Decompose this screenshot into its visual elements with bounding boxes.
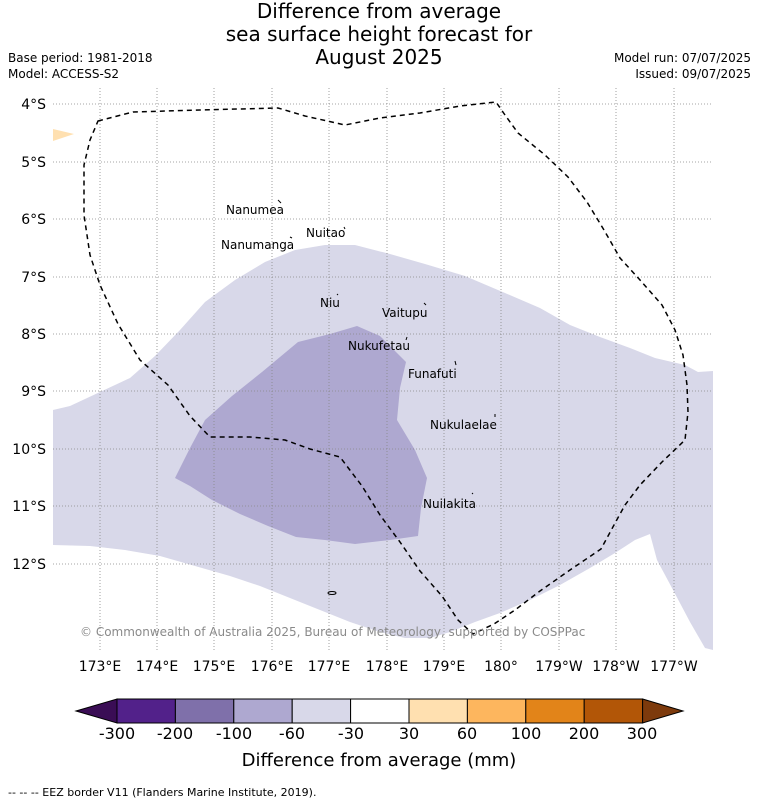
colorbar-tick: 100 <box>510 724 542 743</box>
lat-label: 10°S <box>12 442 46 458</box>
place-label-nukufetau: Nukufetau <box>348 339 410 353</box>
colorbar-bin <box>350 698 410 724</box>
island-marks <box>277 199 496 495</box>
colorbar-over-arrow <box>642 698 685 724</box>
anomaly-region-orange <box>53 129 74 141</box>
small-reef-outline <box>327 591 337 595</box>
lat-label: 9°S <box>21 384 46 400</box>
place-label-vaitupu: Vaitupu <box>382 306 428 320</box>
island-nuitao <box>343 226 346 230</box>
title-line-2: sea surface height forecast for <box>225 22 533 46</box>
colorbar-tick: 200 <box>568 724 600 743</box>
place-label-nuilakita: Nuilakita <box>423 497 476 511</box>
place-label-nukulaelae: Nukulaelae <box>430 418 497 432</box>
colorbar-tick: 30 <box>398 724 420 743</box>
colorbar-bin <box>174 698 235 724</box>
island-nanumea <box>277 199 282 204</box>
lon-label: 178°E <box>366 659 409 675</box>
lat-label: 12°S <box>12 557 46 573</box>
lon-label: 177°W <box>650 659 698 675</box>
lon-label: 179°E <box>423 659 466 675</box>
copyright-notice: © Commonwealth of Australia 2025, Bureau… <box>80 625 585 639</box>
place-label-nanumea: Nanumea <box>226 203 284 217</box>
lon-label: 175°E <box>193 659 236 675</box>
colorbar-tick: -300 <box>98 724 136 743</box>
place-label-nuitao: Nuitao <box>306 226 345 240</box>
title-line-1: Difference from average <box>256 0 502 23</box>
lat-label: 4°S <box>21 97 46 113</box>
model-run: Model run: 07/07/2025 <box>613 51 751 65</box>
lon-label: 180° <box>484 659 518 675</box>
colorbar-tick: 300 <box>626 724 658 743</box>
colorbar-tick: -60 <box>278 724 306 743</box>
lon-label: 178°W <box>592 659 640 675</box>
island-nanumanga <box>289 236 293 239</box>
island-niu <box>336 293 339 296</box>
colorbar-under-arrow <box>74 698 118 724</box>
colorbar <box>74 698 685 724</box>
title-line-3: August 2025 <box>315 45 443 69</box>
place-label-nanumanga: Nanumanga <box>221 238 294 252</box>
model-name: Model: ACCESS-S2 <box>8 67 120 81</box>
colorbar-bin <box>525 698 585 724</box>
place-label-niu: Niu <box>320 296 340 310</box>
colorbar-tick: -100 <box>215 724 253 743</box>
colorbar-tick: -30 <box>337 724 365 743</box>
colorbar-label: Difference from average (mm) <box>241 750 517 771</box>
colorbar-bin <box>408 698 468 724</box>
eez-border <box>83 101 689 635</box>
colorbar-tick: -200 <box>156 724 194 743</box>
place-label-funafuti: Funafuti <box>408 367 457 381</box>
colorbar-bin <box>291 698 352 724</box>
island-vaitupu <box>423 302 427 306</box>
colorbar-tick: 60 <box>456 724 478 743</box>
island-nuilakita <box>471 492 474 495</box>
lon-label: 174°E <box>136 659 179 675</box>
eez-footnote: -- -- -- EEZ border V11 (Flanders Marine… <box>8 786 317 799</box>
island-nukufetau <box>405 336 408 341</box>
colorbar-bin <box>233 698 293 724</box>
colorbar-bin <box>116 698 176 724</box>
island-funafuti <box>454 360 457 366</box>
lat-label: 5°S <box>21 155 46 171</box>
lat-label: 7°S <box>21 270 46 286</box>
lat-label: 11°S <box>12 499 46 515</box>
lon-label: 179°W <box>535 659 583 675</box>
colorbar-bin <box>466 698 527 724</box>
lat-label: 8°S <box>21 327 46 343</box>
lon-label: 176°E <box>251 659 294 675</box>
issued-date: Issued: 09/07/2025 <box>635 67 751 81</box>
base-period: Base period: 1981-2018 <box>8 51 153 65</box>
colorbar-bin <box>583 698 644 724</box>
lon-label: 173°E <box>79 659 122 675</box>
lon-label: 177°E <box>308 659 351 675</box>
lat-label: 6°S <box>21 212 46 228</box>
